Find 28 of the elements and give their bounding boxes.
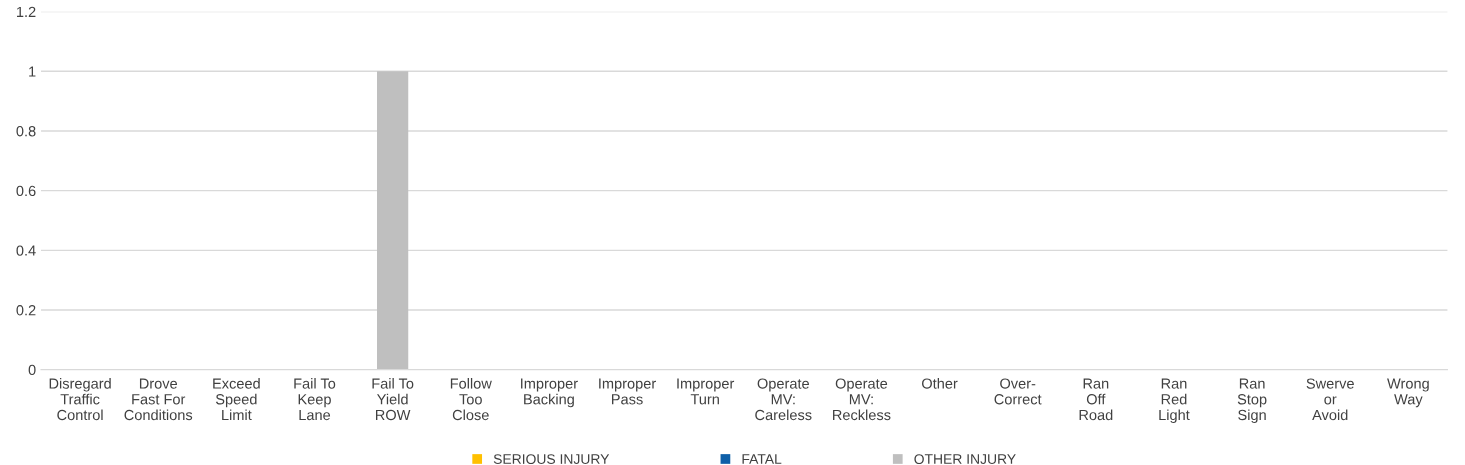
x-tick-label: Follow Too Close <box>450 378 492 421</box>
legend-label: OTHER INJURY <box>914 454 1016 464</box>
y-tick-label: 0 <box>28 364 36 376</box>
x-tick-label: Ran Red Light <box>1159 378 1190 424</box>
y-tick-label: 0.8 <box>16 126 36 137</box>
y-tick-label: 1 <box>29 66 36 77</box>
x-tick-label: Swerve or Avoid <box>1306 378 1354 421</box>
x-tick-label: Ran Stop Sign <box>1237 378 1267 424</box>
legend-label: FATAL <box>742 454 782 464</box>
legend-label: SERIOUS INJURY <box>493 454 610 464</box>
y-tick-label: 1.2 <box>17 6 36 17</box>
x-tick-label: Other <box>922 378 958 389</box>
x-tick-label: Wrong Way <box>1387 378 1429 408</box>
x-tick-label: Over- Correct <box>994 378 1042 405</box>
x-tick-label: Operate MV: Careless <box>755 378 812 421</box>
x-tick-label: Exceed Speed Limit <box>213 378 260 421</box>
x-tick-label: Disregard Traffic Control <box>49 378 111 421</box>
y-tick-label: 0.4 <box>16 245 36 256</box>
x-tick-label: Drove Fast For Conditions <box>124 378 193 421</box>
x-tick-label: Ran Off Road <box>1079 378 1113 421</box>
x-tick-label: Fail To Yield ROW <box>372 378 414 421</box>
y-tick-label: 0.6 <box>16 185 36 197</box>
x-tick-label: Improper Turn <box>677 378 735 405</box>
x-tick-label: Improper Backing <box>521 378 578 408</box>
x-tick-label: Fail To Keep Lane <box>294 378 336 421</box>
y-tick-label: 0.2 <box>16 305 36 316</box>
x-tick-label: Operate MV: Reckless <box>833 378 891 421</box>
x-tick-label: Improper Pass <box>599 378 656 405</box>
